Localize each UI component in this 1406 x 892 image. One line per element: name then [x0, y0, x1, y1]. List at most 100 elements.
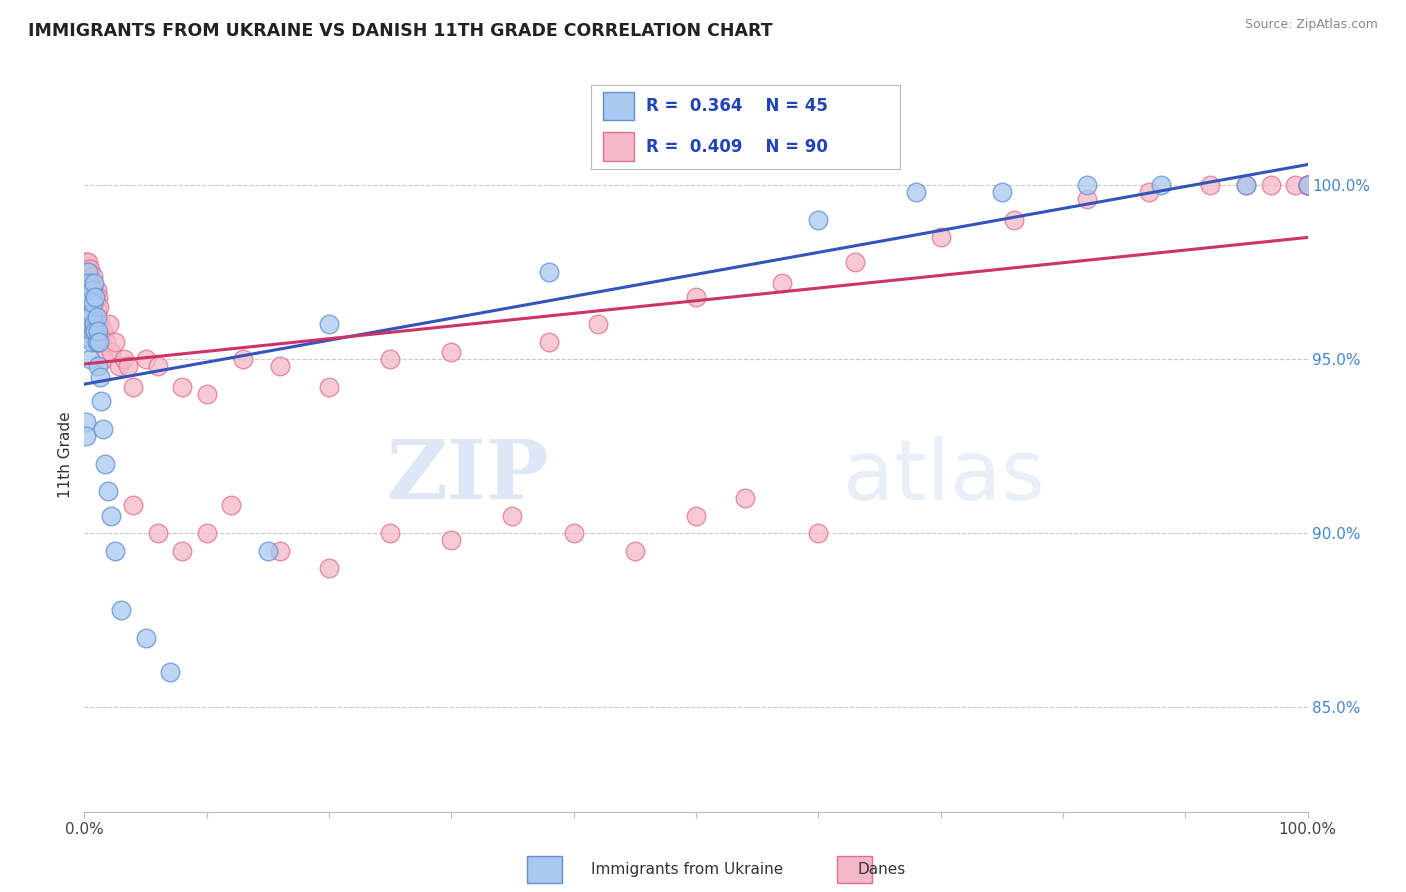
Point [100, 508, 122, 523]
Point [79, 276, 101, 290]
Point [79, 289, 101, 303]
Point [1296, 178, 1319, 193]
Point [82, 283, 104, 297]
Point [83, 283, 105, 297]
Point [1296, 178, 1319, 193]
Point [77, 254, 100, 268]
Point [905, 185, 928, 199]
Point [80, 289, 103, 303]
Point [1260, 178, 1282, 193]
Text: IMMIGRANTS FROM UKRAINE VS DANISH 11TH GRADE CORRELATION CHART: IMMIGRANTS FROM UKRAINE VS DANISH 11TH G… [28, 22, 773, 40]
Point [586, 318, 609, 332]
Point [807, 526, 830, 541]
Point [269, 359, 291, 373]
Point [75, 415, 97, 429]
Point [502, 508, 524, 523]
Point [76, 261, 98, 276]
Point [624, 543, 647, 558]
Point [97, 484, 120, 499]
Point [380, 526, 402, 541]
Point [1296, 178, 1319, 193]
Point [104, 543, 127, 558]
Point [90, 334, 112, 349]
Point [1236, 178, 1258, 193]
Text: R =  0.364    N = 45: R = 0.364 N = 45 [647, 97, 828, 115]
Point [89, 369, 111, 384]
Text: atlas: atlas [842, 436, 1045, 516]
Point [807, 213, 830, 227]
Point [685, 508, 707, 523]
Point [1002, 213, 1025, 227]
Point [1296, 178, 1319, 193]
Point [538, 265, 561, 279]
Point [440, 533, 463, 548]
Point [87, 318, 110, 332]
Point [538, 334, 561, 349]
Point [110, 603, 132, 617]
Point [1076, 192, 1098, 206]
Point [77, 265, 100, 279]
Point [83, 276, 105, 290]
Point [84, 289, 107, 303]
Point [112, 352, 135, 367]
Point [96, 334, 118, 349]
Point [318, 561, 340, 575]
Point [257, 543, 280, 558]
Point [86, 310, 108, 325]
FancyBboxPatch shape [603, 132, 634, 161]
Point [1296, 178, 1319, 193]
Point [440, 345, 463, 359]
Text: R =  0.409    N = 90: R = 0.409 N = 90 [647, 137, 828, 155]
Point [172, 543, 194, 558]
Point [1284, 178, 1306, 193]
Point [75, 254, 97, 268]
Point [87, 289, 110, 303]
Point [80, 276, 103, 290]
Point [97, 318, 120, 332]
Point [1296, 178, 1319, 193]
Point [87, 324, 110, 338]
Point [89, 318, 111, 332]
Point [107, 359, 129, 373]
Point [76, 276, 98, 290]
Point [122, 380, 145, 394]
Point [770, 276, 793, 290]
Point [318, 380, 340, 394]
Point [80, 283, 103, 297]
Point [1296, 178, 1319, 193]
Point [83, 318, 105, 332]
Point [195, 387, 218, 401]
Point [79, 352, 101, 367]
Point [84, 310, 107, 325]
Point [135, 631, 157, 645]
Point [1296, 178, 1319, 193]
Point [83, 296, 105, 310]
Point [87, 334, 110, 349]
Point [82, 303, 104, 318]
Point [80, 307, 103, 321]
Point [79, 261, 101, 276]
Point [86, 283, 108, 297]
Point [75, 429, 97, 443]
Point [100, 345, 122, 359]
Point [86, 334, 108, 349]
Point [80, 334, 103, 349]
Point [86, 303, 108, 318]
Point [1296, 178, 1319, 193]
Point [1296, 178, 1319, 193]
Point [232, 352, 254, 367]
Point [83, 318, 105, 332]
Point [82, 324, 104, 338]
Point [1076, 178, 1098, 193]
Point [1150, 178, 1173, 193]
Point [1296, 178, 1319, 193]
Point [195, 526, 218, 541]
Point [1137, 185, 1160, 199]
Point [159, 665, 181, 680]
Point [77, 289, 100, 303]
Point [80, 310, 103, 325]
Point [318, 318, 340, 332]
FancyBboxPatch shape [603, 92, 634, 120]
Point [84, 289, 107, 303]
Point [269, 543, 291, 558]
